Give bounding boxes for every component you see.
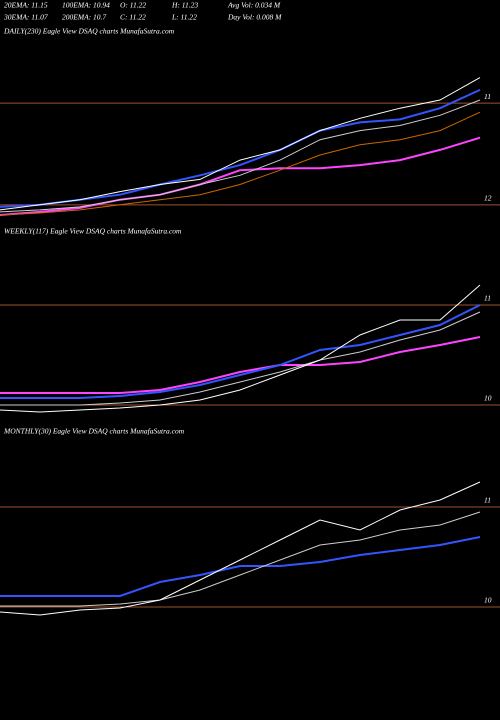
price-line <box>0 511 481 607</box>
header-stat: 100EMA: 10.94 <box>62 1 110 10</box>
header-stat: Avg Vol: 0.034 M <box>227 1 281 10</box>
y-tick-label: 10 <box>484 596 492 605</box>
header-stat: O: 11.22 <box>120 1 146 10</box>
price-line <box>0 136 481 216</box>
price-line <box>0 304 481 399</box>
header-stat: 20EMA: 11.15 <box>4 1 48 10</box>
price-line <box>0 99 481 213</box>
price-line <box>0 77 481 211</box>
header-stat: L: 11.22 <box>171 13 197 22</box>
header-stat: H: 11.23 <box>171 1 198 10</box>
price-line <box>0 111 481 216</box>
panel-title: DAILY(230) Eagle View DSAQ charts Munafa… <box>3 27 175 36</box>
price-line <box>0 311 481 406</box>
price-line <box>0 536 481 597</box>
panel-title: WEEKLY(117) Eagle View DSAQ charts Munaf… <box>4 227 182 236</box>
price-line <box>0 481 481 616</box>
panel-title: MONTHLY(30) Eagle View DSAQ charts Munaf… <box>3 427 185 436</box>
header-stat: C: 11.22 <box>120 13 146 22</box>
y-tick-label: 12 <box>484 194 492 203</box>
y-tick-label: 10 <box>484 394 492 403</box>
header-stat: 30EMA: 11.07 <box>3 13 48 22</box>
y-tick-label: 11 <box>484 496 491 505</box>
header-stat: Day Vol: 0.008 M <box>227 13 282 22</box>
price-line <box>0 336 481 394</box>
header-stat: 200EMA: 10.7 <box>62 13 106 22</box>
price-line <box>0 284 481 413</box>
y-tick-label: 11 <box>484 294 491 303</box>
y-tick-label: 11 <box>484 92 491 101</box>
